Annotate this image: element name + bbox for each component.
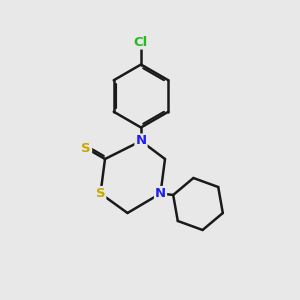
Text: S: S	[82, 142, 91, 155]
Text: N: N	[155, 187, 166, 200]
Text: N: N	[135, 134, 147, 148]
Text: Cl: Cl	[134, 35, 148, 49]
Text: S: S	[96, 187, 105, 200]
